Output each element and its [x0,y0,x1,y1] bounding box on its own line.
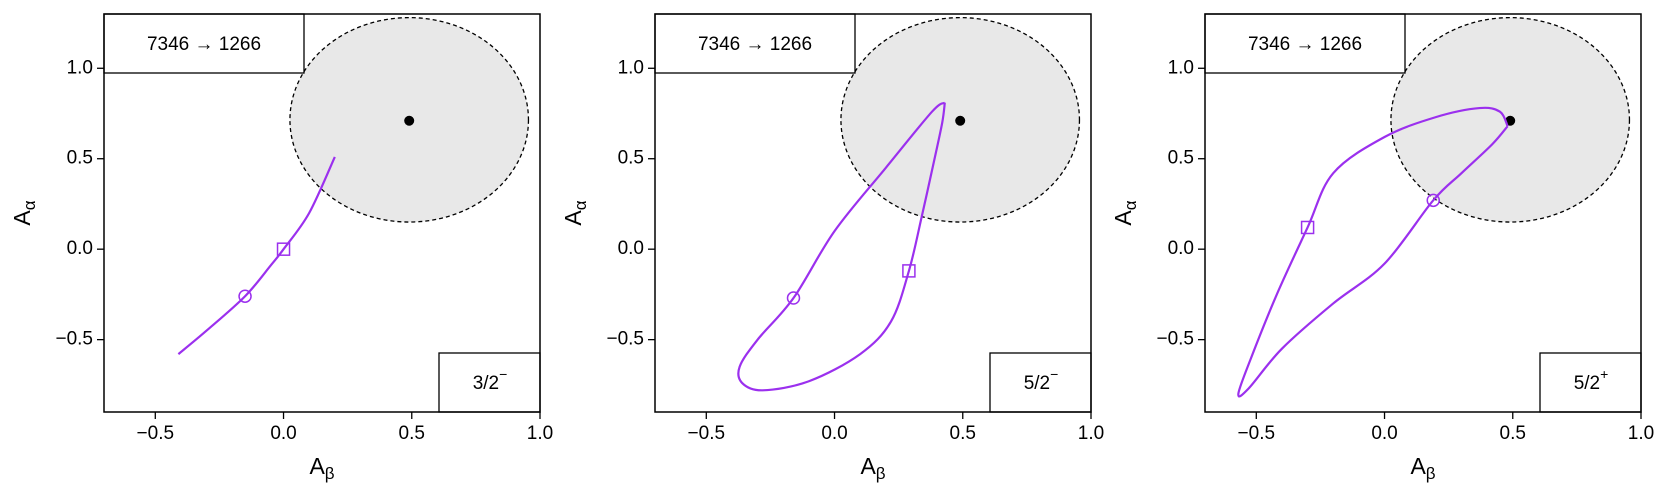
x-label-main: A [309,453,325,479]
annotation: 7346 → 1266 [698,34,812,55]
x-label-sub: β [325,464,335,483]
y-label-main: A [9,210,35,226]
y-tick-label: −0.5 [55,329,93,350]
state-parity: − [1050,366,1058,382]
state-label: 5/2− [1024,366,1059,394]
plot-frame [103,13,541,413]
x-tick-label: 1.0 [1078,423,1104,444]
y-tick-label: 1.0 [618,57,644,78]
x-tick-label: 1.0 [1628,423,1654,444]
y-axis-label: Aα [9,200,39,225]
y-label-main: A [560,210,586,226]
marker-circle [1426,193,1441,208]
y-tick-label: 1.0 [1168,57,1194,78]
annotation: 7346 → 1266 [1248,34,1362,55]
y-label-main: A [1110,210,1136,226]
x-tick-label: −0.5 [688,423,726,444]
x-tick-label: −0.5 [1238,423,1276,444]
state-parity: − [499,366,507,382]
x-tick-label: 0.0 [270,423,296,444]
x-tick-label: 0.5 [950,423,976,444]
x-label-main: A [1410,453,1426,479]
y-tick-label: 1.0 [67,57,93,78]
marker-square [902,264,916,278]
annotation-box [103,13,305,74]
y-label-sub: α [20,200,39,210]
marker-circle [238,289,252,303]
state-j: 5/2 [1574,373,1600,394]
marker-square [276,242,291,256]
x-axis-label: Aβ [1410,453,1435,483]
y-tick-label: 0.0 [67,238,93,259]
y-tick-label: −0.5 [606,329,644,350]
marker-square [1300,220,1315,235]
x-tick-label: 0.5 [1500,423,1526,444]
y-tick-label: −0.5 [1156,329,1194,350]
state-j: 3/2 [473,373,499,394]
reference-point [955,115,966,126]
curve [177,156,336,355]
state-box [1539,352,1642,413]
y-axis-label: Aα [1110,200,1140,225]
y-tick-label: 0.0 [1168,238,1194,259]
x-tick-label: −0.5 [137,423,175,444]
annotation-box [1204,13,1406,74]
state-parity: + [1600,366,1608,382]
x-axis-label: Aβ [309,453,334,483]
state-label: 5/2+ [1574,366,1609,394]
y-tick-label: 0.5 [67,148,93,169]
plot-frame [1204,13,1642,413]
y-tick-label: 0.5 [618,148,644,169]
x-tick-label: 1.0 [527,423,553,444]
y-label-sub: α [571,200,590,210]
x-label-sub: β [876,464,886,483]
y-label-sub: α [1121,200,1140,210]
x-axis-label: Aβ [860,453,885,483]
plot-frame [654,13,1092,413]
annotation: 7346 → 1266 [147,34,261,55]
state-label: 3/2− [473,366,508,394]
state-j: 5/2 [1024,373,1050,394]
reference-point [404,115,415,126]
x-tick-label: 0.0 [1371,423,1397,444]
y-tick-label: 0.5 [1168,148,1194,169]
marker-circle [786,291,801,305]
curve [737,101,946,392]
reference-point [1505,115,1516,126]
x-tick-label: 0.0 [821,423,847,444]
x-label-sub: β [1426,464,1436,483]
curve [1237,106,1509,398]
x-tick-label: 0.5 [399,423,425,444]
y-tick-label: 0.0 [618,238,644,259]
y-axis-label: Aα [560,200,590,225]
x-label-main: A [860,453,876,479]
